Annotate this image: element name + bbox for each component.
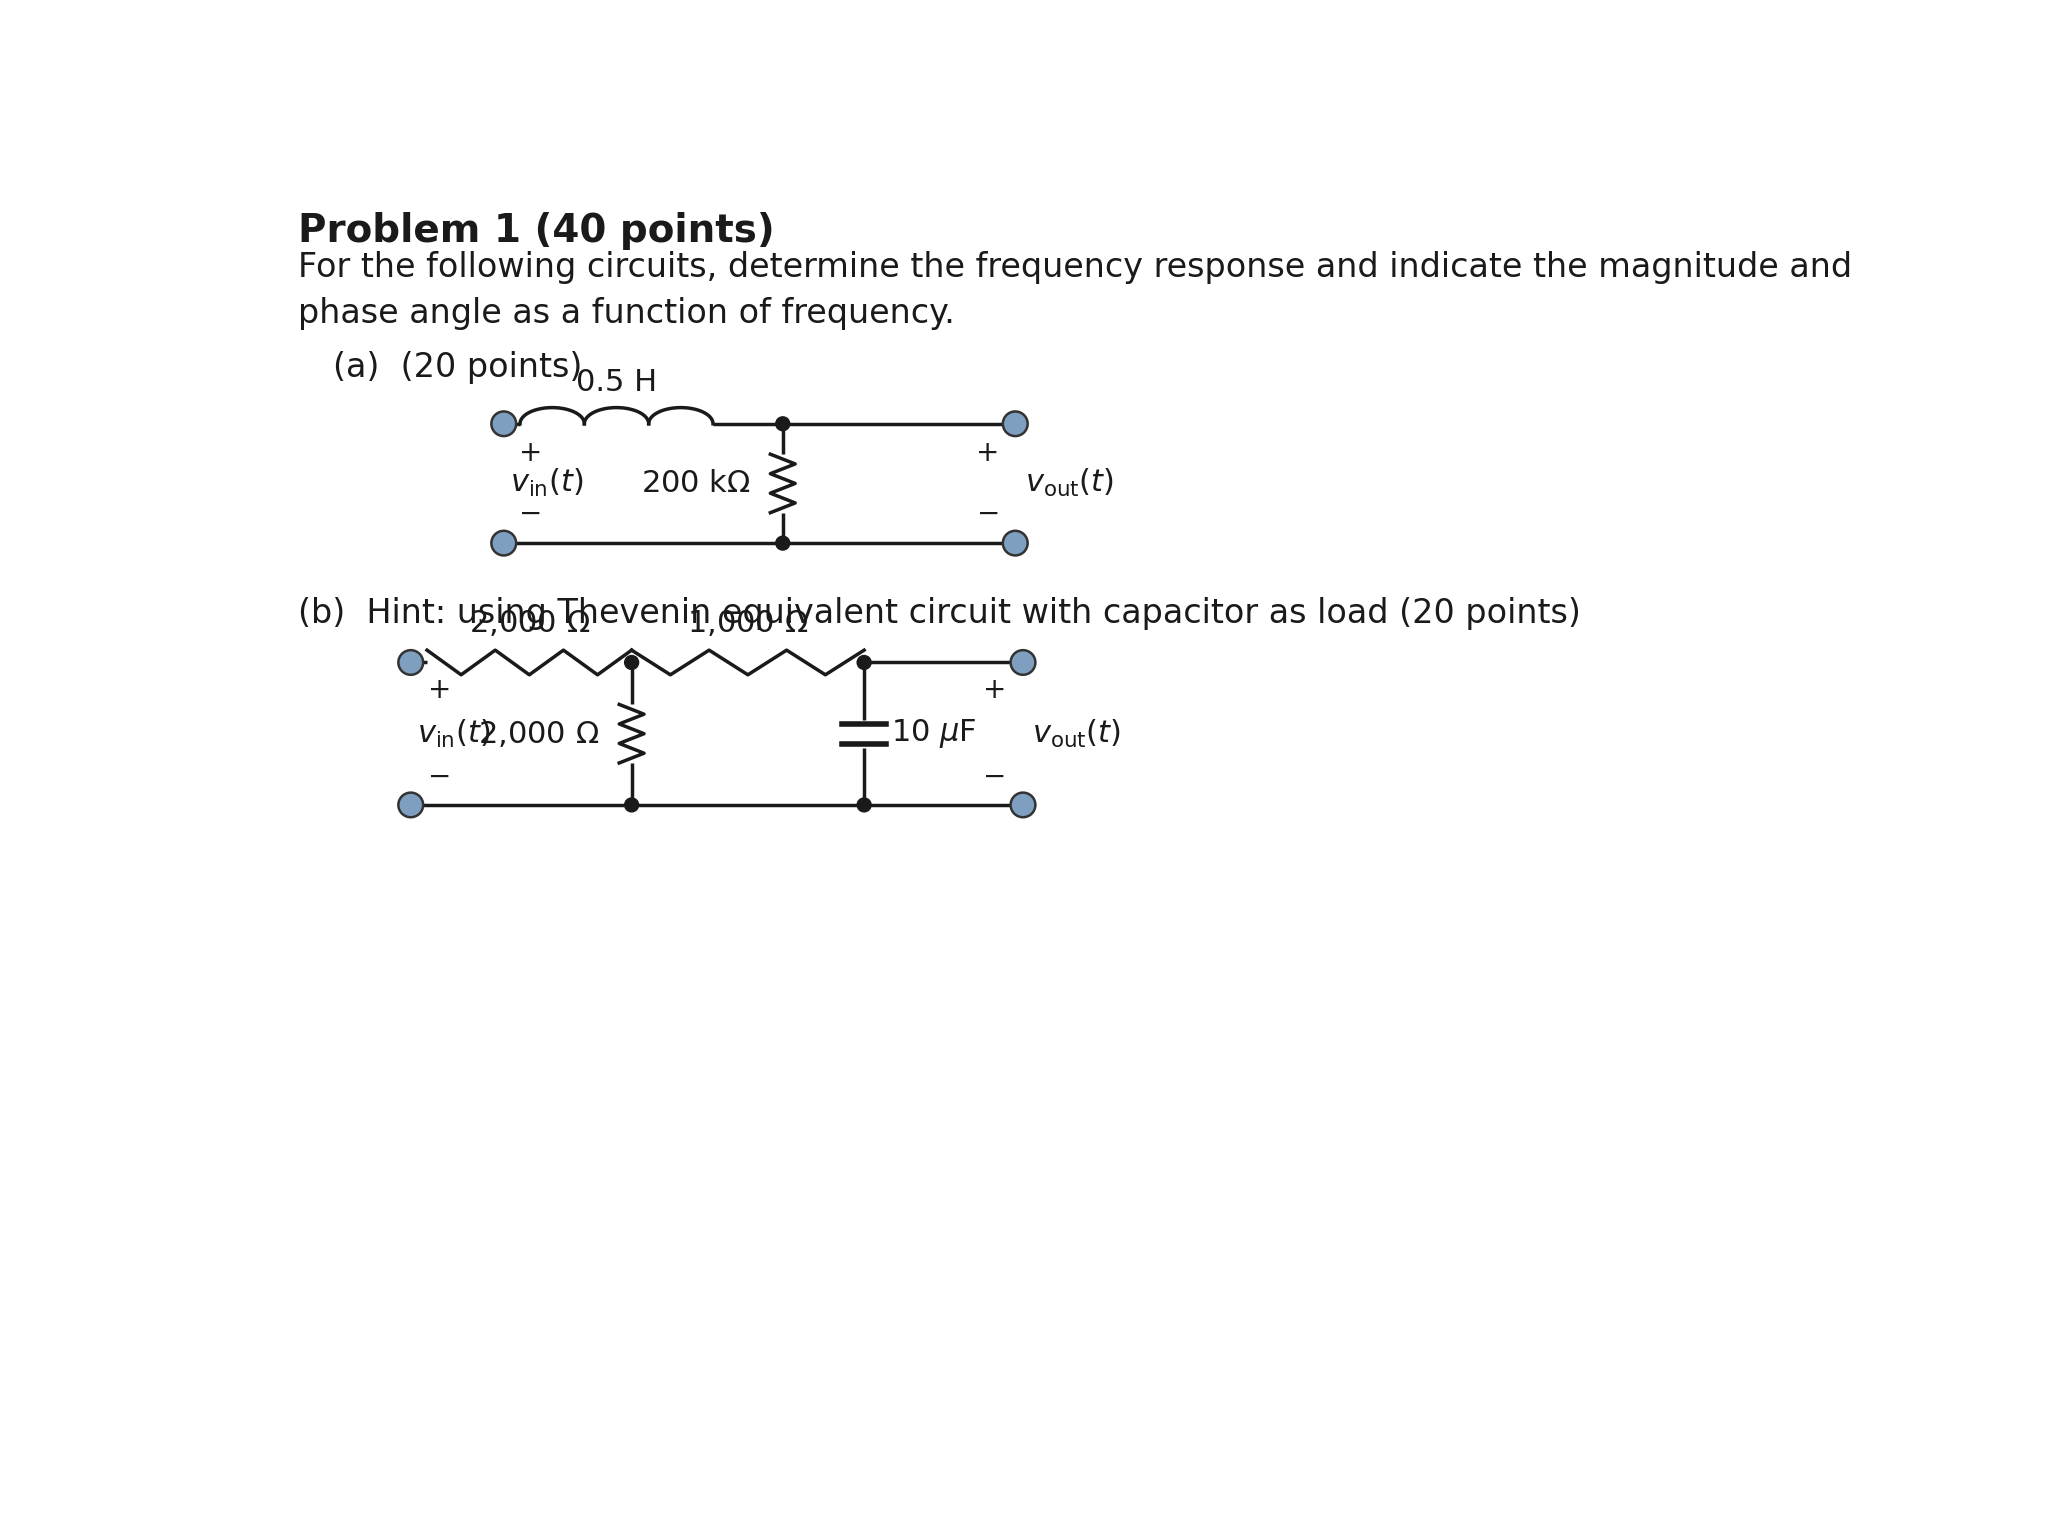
Circle shape	[1003, 532, 1027, 556]
Circle shape	[399, 792, 424, 818]
Text: −: −	[982, 763, 1007, 790]
Text: +: +	[520, 439, 542, 468]
Circle shape	[491, 532, 516, 556]
Text: Problem 1 (40 points): Problem 1 (40 points)	[299, 212, 775, 250]
Text: −: −	[428, 763, 450, 790]
Text: +: +	[982, 676, 1007, 704]
Text: 0.5 H: 0.5 H	[577, 369, 657, 398]
Circle shape	[775, 536, 790, 550]
Text: $v_{\rm in}(t)$: $v_{\rm in}(t)$	[417, 717, 491, 749]
Text: $v_{\rm out}(t)$: $v_{\rm out}(t)$	[1033, 717, 1121, 749]
Text: (a)  (20 points): (a) (20 points)	[333, 350, 583, 384]
Text: 200 k$\Omega$: 200 k$\Omega$	[640, 469, 751, 498]
Text: 2,000 $\Omega$: 2,000 $\Omega$	[469, 608, 589, 638]
Text: (b)  Hint: using Thevenin equivalent circuit with capacitor as load (20 points): (b) Hint: using Thevenin equivalent circ…	[299, 597, 1582, 631]
Text: +: +	[428, 676, 452, 704]
Circle shape	[491, 411, 516, 436]
Text: 2,000 $\Omega$: 2,000 $\Omega$	[479, 719, 599, 749]
Text: −: −	[976, 500, 1000, 528]
Circle shape	[857, 655, 872, 670]
Circle shape	[1011, 792, 1035, 818]
Circle shape	[1003, 411, 1027, 436]
Text: +: +	[976, 439, 1000, 468]
Text: −: −	[520, 500, 542, 528]
Text: 10 $\mu$F: 10 $\mu$F	[892, 717, 976, 751]
Circle shape	[857, 798, 872, 812]
Text: phase angle as a function of frequency.: phase angle as a function of frequency.	[299, 297, 955, 329]
Text: $v_{\rm in}(t)$: $v_{\rm in}(t)$	[509, 468, 583, 500]
Text: $v_{\rm out}(t)$: $v_{\rm out}(t)$	[1025, 468, 1113, 500]
Circle shape	[1011, 650, 1035, 675]
Circle shape	[775, 417, 790, 431]
Circle shape	[399, 650, 424, 675]
Circle shape	[624, 798, 638, 812]
Text: For the following circuits, determine the frequency response and indicate the ma: For the following circuits, determine th…	[299, 250, 1852, 283]
Circle shape	[624, 655, 638, 670]
Text: 1,000 $\Omega$: 1,000 $\Omega$	[687, 608, 808, 638]
